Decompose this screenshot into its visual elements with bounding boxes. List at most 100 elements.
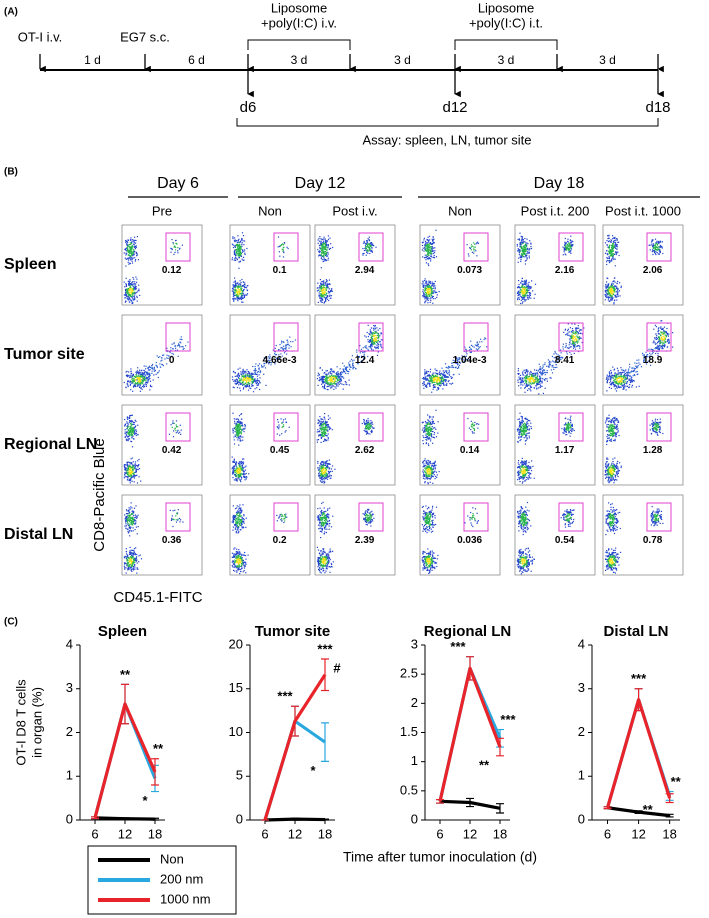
event-dot (267, 362, 269, 364)
event-dot (335, 373, 337, 375)
event-dot (242, 383, 244, 385)
event-dot (254, 369, 256, 371)
event-dot (429, 379, 431, 382)
event-dot (573, 342, 575, 344)
event-dot (132, 293, 134, 295)
event-dot (277, 360, 279, 362)
event-dot (657, 242, 659, 244)
event-dot (424, 295, 426, 297)
event-dot (170, 355, 172, 358)
event-dot (240, 253, 242, 255)
event-dot (235, 290, 237, 292)
event-dot (232, 236, 234, 238)
event-dot (370, 242, 373, 244)
event-dot (542, 370, 544, 372)
event-dot (322, 260, 325, 262)
event-dot (173, 342, 175, 344)
event-dot (279, 343, 281, 346)
event-dot (254, 372, 257, 374)
event-dot (606, 263, 608, 266)
event-dot (534, 293, 536, 295)
event-dot (531, 375, 533, 377)
event-dot (525, 250, 527, 253)
event-dot (130, 252, 132, 254)
event-dot (621, 384, 623, 386)
event-dot (522, 280, 524, 282)
event-dot (568, 344, 570, 346)
event-dot (562, 348, 564, 350)
event-dot (661, 241, 663, 243)
event-dot (529, 385, 531, 387)
event-dot (133, 296, 135, 298)
event-dot (434, 376, 436, 378)
event-dot (574, 343, 576, 345)
event-dot (431, 246, 433, 248)
event-dot (283, 348, 285, 350)
event-dot (254, 373, 256, 375)
event-dot (318, 373, 320, 375)
event-dot (568, 248, 571, 251)
event-dot (426, 247, 428, 249)
event-dot (142, 381, 144, 383)
event-dot (144, 371, 147, 373)
event-dot (612, 287, 614, 289)
event-dot (371, 339, 373, 341)
event-dot (466, 353, 468, 355)
event-dot (321, 288, 323, 290)
event-dot (429, 249, 431, 251)
event-dot (629, 375, 631, 377)
event-dot (369, 333, 371, 335)
event-dot (564, 329, 566, 331)
event-dot (239, 288, 241, 290)
event-dot (647, 360, 649, 362)
event-dot (429, 253, 431, 255)
event-dot (615, 244, 617, 246)
event-dot (530, 246, 532, 248)
event-dot (472, 248, 475, 250)
event-dot (143, 383, 145, 385)
event-dot (246, 293, 249, 295)
event-dot (369, 246, 371, 248)
event-dot (525, 244, 527, 246)
event-dot (251, 377, 253, 379)
event-dot (604, 294, 606, 296)
event-dot (541, 380, 543, 382)
event-dot (610, 380, 612, 382)
event-dot (318, 251, 320, 253)
event-dot (135, 239, 137, 242)
event-dot (610, 254, 612, 256)
event-dot (342, 362, 344, 364)
event-dot (431, 288, 433, 290)
event-dot (327, 238, 330, 240)
event-dot (141, 383, 143, 385)
event-dot (166, 357, 168, 359)
event-dot (440, 384, 442, 386)
event-label: OT-I i.v. (18, 29, 63, 44)
event-dot (233, 380, 235, 382)
event-dot (426, 284, 428, 286)
event-dot (615, 377, 617, 379)
event-dot (654, 253, 656, 255)
event-dot (431, 292, 433, 294)
event-dot (438, 376, 440, 378)
event-dot (554, 361, 556, 364)
event-dot (609, 381, 611, 384)
event-dot (440, 382, 442, 385)
event-dot (577, 341, 579, 343)
event-dot (344, 380, 346, 383)
event-dot (369, 347, 372, 349)
event-dot (325, 381, 327, 383)
event-dot (244, 282, 246, 284)
event-dot (281, 348, 284, 350)
event-dot (337, 374, 339, 376)
event-dot (629, 366, 631, 368)
event-dot (570, 241, 573, 243)
event-dot (564, 248, 566, 250)
event-dot (236, 375, 238, 377)
event-dot (423, 250, 425, 252)
event-dot (530, 242, 532, 244)
event-dot (369, 252, 371, 255)
event-dot (422, 281, 424, 283)
event-dot (248, 378, 250, 380)
event-dot (364, 346, 366, 348)
